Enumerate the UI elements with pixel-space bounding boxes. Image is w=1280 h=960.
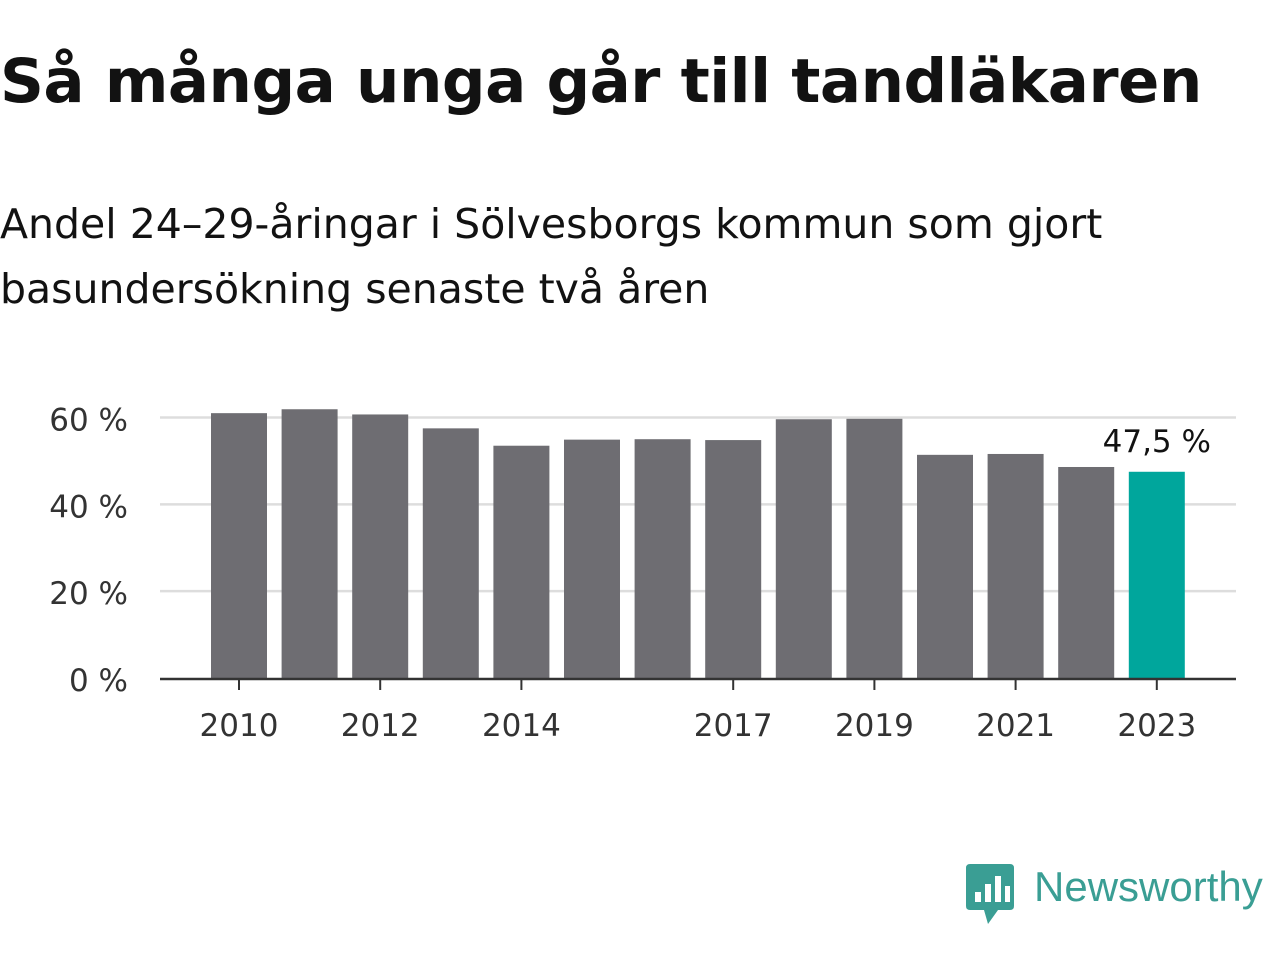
- bar-2019: [846, 418, 903, 678]
- annotations: 47,5 %: [1099, 420, 1215, 464]
- x-axis: [160, 677, 1236, 690]
- x-tick-label-2023: 2023: [1117, 708, 1196, 744]
- data-label-2023: 47,5 %: [1103, 424, 1211, 460]
- x-tick-label-2017: 2017: [694, 708, 773, 744]
- y-tick-label-60: 60 %: [49, 402, 128, 438]
- bar-2021: [987, 453, 1044, 678]
- bar-2016: [634, 439, 691, 678]
- gridlines: [160, 416, 1236, 593]
- bar-2018: [775, 419, 832, 678]
- x-tick-label-2019: 2019: [835, 708, 914, 744]
- newsworthy-logo-icon: [966, 864, 1014, 924]
- y-tick-label-40: 40 %: [49, 489, 128, 525]
- x-tick-label-2012: 2012: [341, 708, 420, 744]
- chart-title: Så många unga går till tandläkaren: [0, 46, 1202, 117]
- x-tick-label-2010: 2010: [200, 708, 279, 744]
- x-axis-labels: 2010 2012 2014 2017 2019 2021 2023: [200, 708, 1197, 744]
- x-tick-label-2014: 2014: [482, 708, 561, 744]
- bar-chart: 0 % 20 % 40 % 60 % 2010 2012 2014 2017 2019 2021…: [49, 402, 1236, 744]
- bar-2012: [352, 414, 409, 678]
- brand-logo: Newsworthy: [964, 862, 1263, 926]
- bar-2015: [564, 439, 620, 678]
- bar-2011: [281, 409, 338, 678]
- bar-2014: [493, 445, 550, 678]
- x-tick-label-2021: 2021: [976, 708, 1055, 744]
- y-axis-labels: 0 % 20 % 40 % 60 %: [49, 402, 128, 699]
- bar-2017: [705, 440, 762, 678]
- bar-2020: [917, 454, 973, 678]
- bar-2010: [211, 413, 267, 678]
- chart-subtitle: Andel 24–29-åringar i Sölvesborgs kommun…: [0, 200, 1103, 313]
- bar-2013: [422, 428, 479, 678]
- bar-2022: [1058, 466, 1115, 678]
- y-tick-label-20: 20 %: [49, 576, 128, 612]
- bars: [211, 409, 1185, 678]
- bar-2023: [1128, 471, 1185, 678]
- y-tick-label-0: 0 %: [69, 663, 128, 699]
- brand-name: Newsworthy: [1034, 863, 1263, 910]
